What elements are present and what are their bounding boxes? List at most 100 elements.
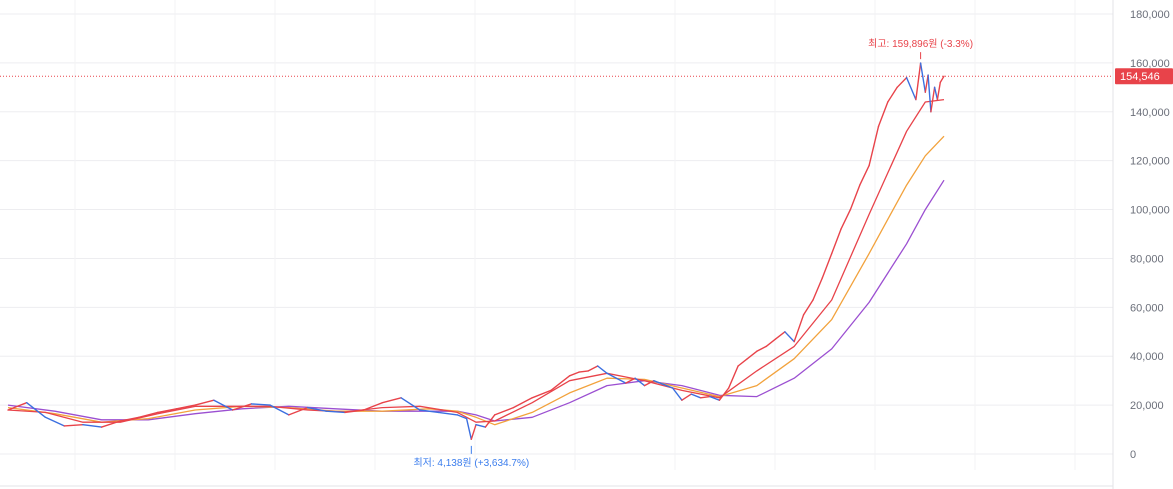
price-segment (63, 424, 84, 427)
price-segment (288, 406, 309, 416)
price-segment (774, 331, 786, 340)
price-segment (269, 404, 290, 416)
y-tick-label: 140,000 (1130, 107, 1170, 119)
price-segment (765, 338, 777, 348)
price-segment (699, 395, 711, 399)
price-segment (625, 377, 636, 384)
price-segment (175, 404, 196, 410)
price-segment (634, 377, 646, 387)
y-tick-label: 180,000 (1130, 9, 1170, 21)
price-segment (465, 417, 472, 440)
price-segment (802, 299, 814, 316)
y-tick-label: 60,000 (1130, 302, 1164, 314)
price-segment (363, 402, 384, 411)
price-segment (250, 403, 271, 406)
price-segment (709, 395, 721, 401)
price-segment (831, 228, 842, 255)
grid (0, 0, 1113, 470)
price-segment (868, 125, 880, 167)
price-segment (587, 365, 599, 372)
price-segment (231, 403, 253, 411)
price-segment (905, 76, 917, 101)
price-segment (821, 252, 833, 279)
price-segment (756, 345, 767, 352)
price-segment (437, 411, 458, 416)
price-segment (475, 424, 487, 428)
price-segment (728, 365, 739, 389)
y-tick-label: 0 (1130, 449, 1136, 461)
y-tick-label: 80,000 (1130, 253, 1164, 265)
price-segment (494, 406, 515, 416)
price-segment (138, 411, 159, 418)
price-segment (887, 86, 898, 103)
price-segment (927, 74, 932, 113)
price-segment (653, 380, 664, 385)
price-segment (859, 164, 870, 186)
price-segment (44, 416, 65, 427)
price-segment (671, 387, 683, 401)
price-segment (484, 414, 496, 428)
price-segment (213, 399, 234, 411)
price-segment (615, 377, 627, 384)
price-segment (419, 409, 440, 414)
y-tick-label: 120,000 (1130, 156, 1170, 168)
price-segment (784, 331, 795, 343)
series (7, 62, 945, 440)
price-segment (849, 184, 861, 211)
annotations: 154,546 최고: 159,896원 (-3.3%) 최저: 4,138원 … (0, 38, 1173, 469)
price-segment (194, 399, 215, 406)
series-line-ma-short (7, 98, 945, 423)
price-segment (915, 62, 922, 101)
price-segment (662, 383, 674, 389)
price-segment (119, 416, 140, 422)
price-segment (896, 76, 908, 89)
price-segment (325, 410, 346, 414)
y-tick-label: 100,000 (1130, 205, 1170, 217)
y-tick-label: 40,000 (1130, 351, 1164, 363)
price-segment (643, 380, 655, 387)
y-tick-label: 20,000 (1130, 400, 1164, 412)
price-segment (344, 409, 365, 414)
price-segment (919, 62, 926, 93)
series-line-ma-long (7, 179, 945, 422)
price-segment (26, 402, 47, 418)
price-segment (690, 393, 702, 399)
price-segment (812, 277, 823, 301)
price-segment (597, 365, 608, 374)
price-segment (470, 424, 477, 440)
price-segment (550, 375, 571, 392)
high-price-label: 최고: 159,896원 (-3.3%) (868, 38, 973, 50)
price-segment (840, 208, 852, 230)
price-segment (933, 86, 939, 101)
price-segment (737, 358, 749, 367)
price-segment (877, 101, 889, 128)
price-segment (606, 372, 618, 379)
y-tick-label: 160,000 (1130, 58, 1170, 70)
price-segment (400, 397, 421, 411)
current-price-tag (1115, 68, 1173, 85)
series-line-ma-mid (7, 135, 945, 426)
price-segment (157, 408, 178, 414)
price-segment (578, 370, 589, 373)
price-segment (82, 424, 103, 428)
price-segment (100, 420, 122, 428)
price-segment (512, 397, 533, 409)
low-price-label: 최저: 4,138원 (+3,634.7%) (413, 457, 529, 469)
price-segment (930, 86, 936, 113)
price-segment (939, 75, 945, 84)
price-segment (746, 350, 758, 360)
price-segment (456, 414, 468, 420)
price-segment (306, 406, 327, 412)
current-price-label: 154,546 (1120, 71, 1160, 83)
price-segment (681, 393, 692, 401)
price-segment (718, 387, 730, 401)
price-segment (793, 314, 805, 343)
price-segment (568, 371, 580, 377)
price-segment (7, 402, 28, 411)
price-segment (531, 389, 552, 399)
price-segment (936, 81, 941, 101)
price-segment (381, 397, 402, 404)
